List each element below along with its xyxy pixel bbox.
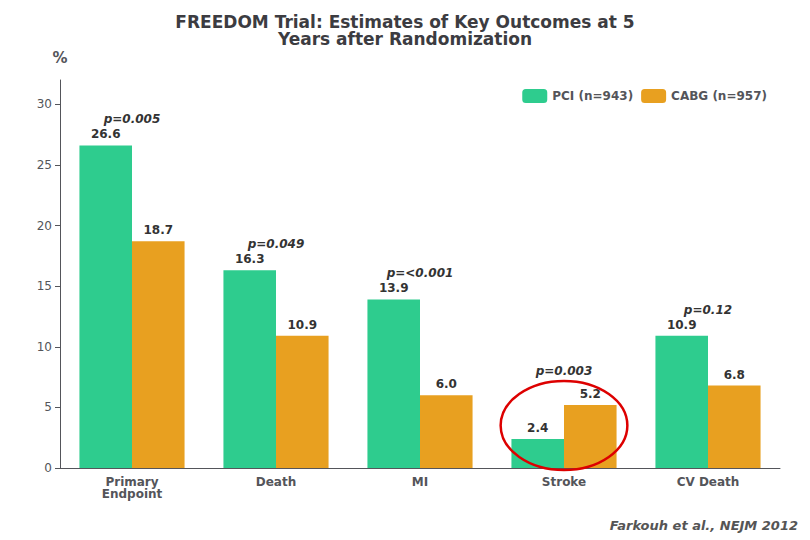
svg-text:Years after Randomization: Years after Randomization <box>277 29 532 49</box>
svg-text:13.9: 13.9 <box>379 281 409 295</box>
svg-text:MI: MI <box>412 475 428 489</box>
svg-text:18.7: 18.7 <box>143 223 173 237</box>
svg-text:%: % <box>52 49 67 67</box>
svg-text:p=<0.001: p=<0.001 <box>386 266 454 280</box>
svg-text:p=0.12: p=0.12 <box>683 303 732 317</box>
svg-text:p=0.049: p=0.049 <box>247 237 305 251</box>
svg-text:16.3: 16.3 <box>235 252 265 266</box>
svg-text:Farkouh et al., NEJM 2012: Farkouh et al., NEJM 2012 <box>610 518 798 533</box>
svg-text:p=0.003: p=0.003 <box>535 364 593 378</box>
svg-text:Death: Death <box>256 475 296 489</box>
svg-text:Stroke: Stroke <box>542 475 586 489</box>
svg-text:FREEDOM Trial: Estimates of Ke: FREEDOM Trial: Estimates of Key Outcomes… <box>175 11 635 32</box>
svg-text:20: 20 <box>37 219 52 233</box>
svg-text:CABG (n=957): CABG (n=957) <box>671 89 767 103</box>
svg-text:p=0.005: p=0.005 <box>103 112 161 126</box>
svg-text:10: 10 <box>37 340 52 354</box>
svg-text:15: 15 <box>37 279 52 293</box>
svg-text:0: 0 <box>44 461 52 475</box>
svg-text:26.6: 26.6 <box>91 127 121 141</box>
svg-text:5.2: 5.2 <box>580 387 601 401</box>
svg-text:6.8: 6.8 <box>724 368 745 382</box>
svg-text:PCI (n=943): PCI (n=943) <box>552 89 633 103</box>
svg-text:5: 5 <box>44 400 52 414</box>
svg-text:10.9: 10.9 <box>667 318 697 332</box>
svg-text:30: 30 <box>37 97 52 111</box>
svg-text:6.0: 6.0 <box>436 377 457 391</box>
svg-text:CV Death: CV Death <box>677 475 740 489</box>
svg-text:10.9: 10.9 <box>287 318 317 332</box>
svg-text:Primary: Primary <box>105 475 159 489</box>
svg-text:Endpoint: Endpoint <box>102 487 163 501</box>
svg-text:25: 25 <box>37 158 52 172</box>
svg-text:2.4: 2.4 <box>527 421 548 435</box>
